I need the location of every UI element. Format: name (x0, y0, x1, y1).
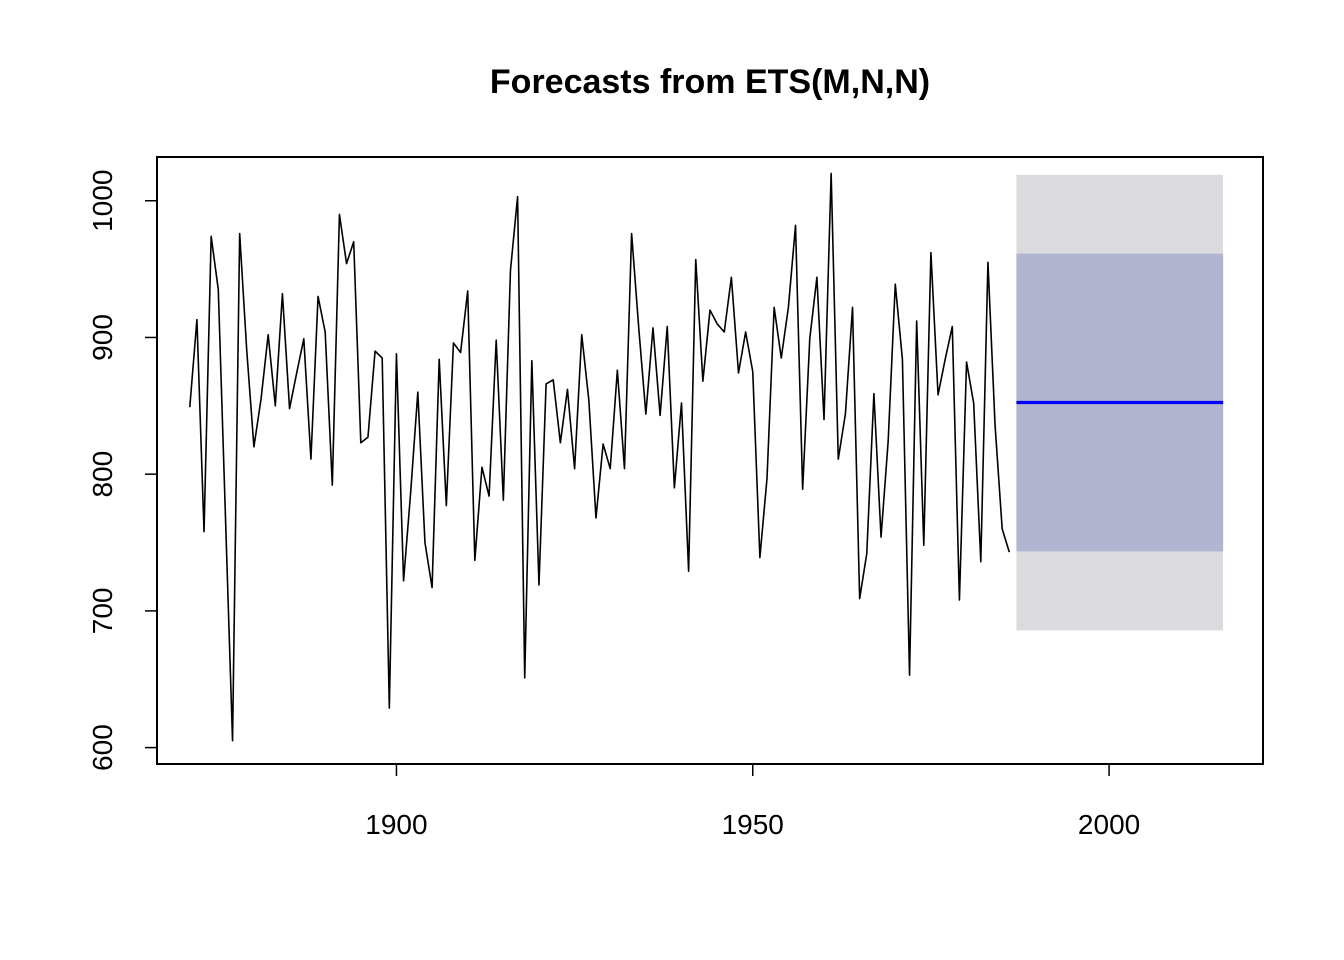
series-layer (188, 172, 1224, 742)
y-tick-label: 900 (87, 314, 118, 361)
y-tick-label: 1000 (87, 170, 118, 232)
x-tick-label: 1900 (365, 809, 427, 840)
y-axis: 600 700 800 900 1000 (87, 170, 158, 771)
y-tick-label: 800 (87, 451, 118, 498)
x-tick-label: 2000 (1078, 809, 1140, 840)
y-tick-label: 600 (87, 724, 118, 771)
x-tick-label: 1950 (722, 809, 784, 840)
observed-series-line (188, 172, 1011, 742)
chart-title: Forecasts from ETS(M,N,N) (490, 63, 930, 101)
x-axis: 1900 1950 2000 (365, 763, 1140, 840)
y-tick-label: 700 (87, 588, 118, 635)
